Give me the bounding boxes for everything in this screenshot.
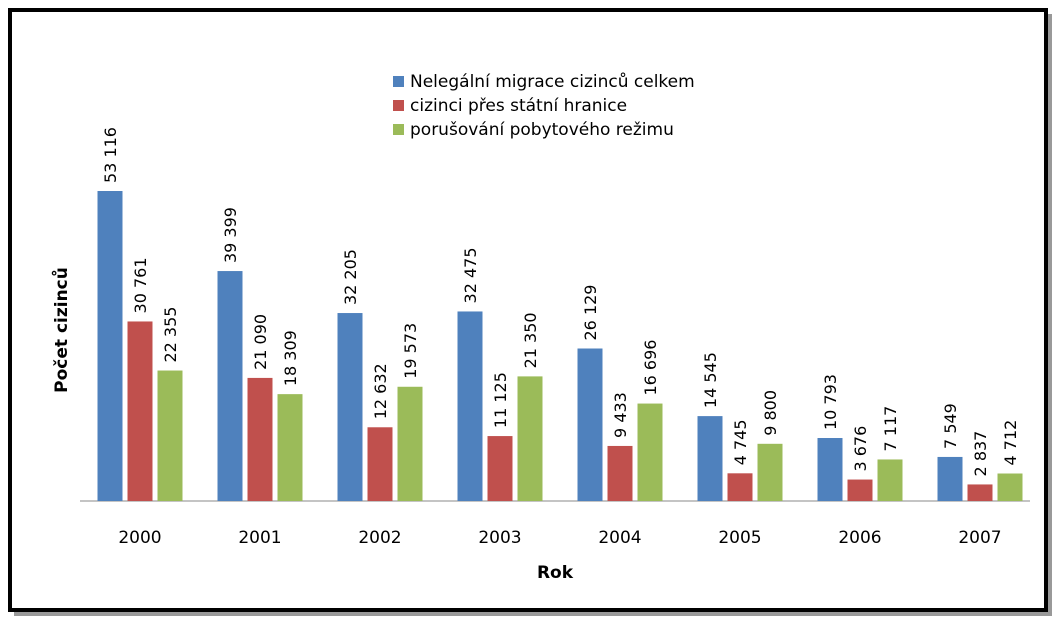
bar bbox=[217, 271, 243, 501]
value-label: 14 545 bbox=[701, 352, 720, 408]
bar bbox=[367, 427, 393, 501]
bar bbox=[397, 386, 423, 501]
value-label: 9 800 bbox=[761, 390, 780, 436]
bar bbox=[127, 321, 153, 501]
value-label: 22 355 bbox=[161, 307, 180, 363]
bar bbox=[697, 416, 723, 501]
legend-swatch bbox=[393, 124, 404, 135]
value-label: 3 676 bbox=[851, 426, 870, 472]
value-label: 19 573 bbox=[401, 323, 420, 379]
bar bbox=[847, 479, 873, 501]
value-label: 2 837 bbox=[971, 431, 990, 477]
bar bbox=[487, 436, 513, 501]
value-label: 16 696 bbox=[641, 340, 660, 396]
bar bbox=[967, 484, 993, 501]
bar bbox=[337, 313, 363, 501]
x-tick-label: 2003 bbox=[478, 528, 521, 548]
value-label: 7 549 bbox=[941, 403, 960, 449]
bar bbox=[157, 370, 183, 501]
bar bbox=[757, 443, 783, 501]
legend-label: Nelegální migrace cizinců celkem bbox=[410, 72, 695, 92]
value-label: 30 761 bbox=[131, 257, 150, 313]
legend-label: cizinci přes státní hranice bbox=[410, 96, 627, 116]
bar bbox=[517, 376, 543, 501]
value-label: 53 116 bbox=[101, 127, 120, 183]
value-label: 26 129 bbox=[581, 285, 600, 341]
x-tick-label: 2001 bbox=[238, 528, 281, 548]
x-tick-label: 2006 bbox=[838, 528, 881, 548]
value-label: 32 205 bbox=[341, 249, 360, 305]
x-tick-label: 2005 bbox=[718, 528, 761, 548]
x-tick-label: 2004 bbox=[598, 528, 641, 548]
x-tick-label: 2002 bbox=[358, 528, 401, 548]
bar bbox=[817, 438, 843, 501]
frame bbox=[8, 8, 1048, 612]
bar bbox=[997, 473, 1023, 501]
value-label: 39 399 bbox=[221, 207, 240, 263]
bar bbox=[877, 459, 903, 501]
bar bbox=[277, 394, 303, 501]
value-label: 10 793 bbox=[821, 374, 840, 430]
bar bbox=[637, 403, 663, 501]
value-label: 18 309 bbox=[281, 330, 300, 386]
y-axis-title: Počet cizinců bbox=[50, 267, 72, 393]
value-label: 32 475 bbox=[461, 247, 480, 303]
legend-swatch bbox=[393, 100, 404, 111]
value-label: 12 632 bbox=[371, 363, 390, 419]
bar bbox=[607, 445, 633, 501]
bar bbox=[727, 473, 753, 501]
value-label: 7 117 bbox=[881, 406, 900, 452]
value-label: 9 433 bbox=[611, 392, 630, 438]
x-tick-label: 2000 bbox=[118, 528, 161, 548]
value-label: 21 090 bbox=[251, 314, 270, 370]
legend-label: porušování pobytového režimu bbox=[410, 120, 674, 140]
bar bbox=[247, 377, 273, 501]
value-label: 4 745 bbox=[731, 419, 750, 465]
value-label: 4 712 bbox=[1001, 420, 1020, 466]
x-tick-label: 2007 bbox=[958, 528, 1001, 548]
bar bbox=[457, 311, 483, 501]
bar bbox=[97, 191, 123, 501]
bar bbox=[937, 456, 963, 501]
x-axis-title: Rok bbox=[537, 563, 574, 583]
value-label: 21 350 bbox=[521, 312, 540, 368]
bar bbox=[577, 348, 603, 501]
legend-swatch bbox=[393, 76, 404, 87]
value-label: 11 125 bbox=[491, 372, 510, 428]
